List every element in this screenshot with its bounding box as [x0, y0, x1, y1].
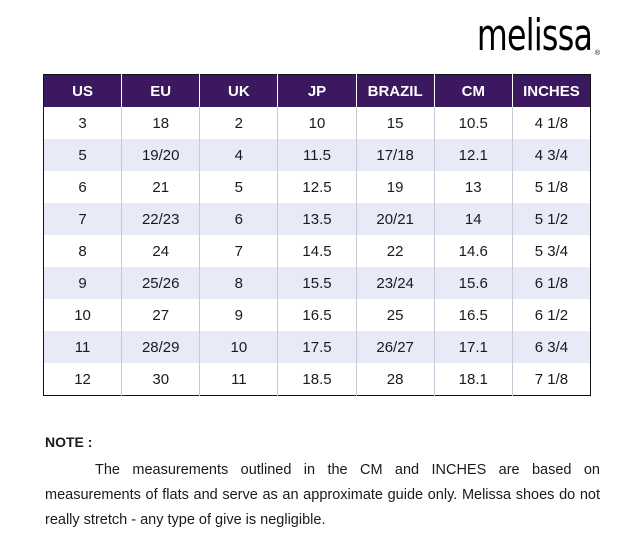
- table-row: 8 24 7 14.5 22 14.6 5 3/4: [44, 235, 591, 267]
- table-cell-us: 6: [78, 178, 87, 196]
- table-row: 12 30 11 18.5 28 18.1 7 1/8: [44, 363, 591, 396]
- table-cell-jp: 12.5: [277, 171, 357, 203]
- table-cell-cm: 14.6: [433, 235, 513, 267]
- column-header-eu: EU: [121, 74, 200, 107]
- table-cell-jp: 13.5: [277, 203, 357, 235]
- table-cell-us: 11: [43, 331, 122, 363]
- table-cell-uk: 10: [199, 331, 278, 363]
- table-cell-brazil: 22: [355, 235, 435, 267]
- table-cell-brazil: 26/27: [355, 331, 435, 363]
- table-cell-uk: 4: [199, 139, 278, 171]
- table-row: 6 21 5 12.5 19 13 5 1/8: [44, 171, 591, 203]
- table-cell-us: 7: [43, 203, 122, 235]
- table-cell-inches: 6 1/2: [511, 299, 591, 331]
- table-cell-us: 10: [74, 306, 91, 324]
- table-cell-us: 5: [43, 139, 122, 171]
- table-cell-brazil: 20/21: [355, 203, 435, 235]
- table-cell-eu: 18: [121, 107, 200, 139]
- note-body: The measurements outlined in the CM and …: [45, 462, 600, 528]
- table-row: 3 18 2 10 15 10.5 4 1/8: [44, 107, 591, 139]
- table-cell-cm: 15.6: [433, 267, 513, 299]
- table-cell-brazil: 17/18: [355, 139, 435, 171]
- table-cell-eu: 19/20: [121, 139, 200, 171]
- table-cell-us: 9: [43, 267, 122, 299]
- table-row: 11 28/29 10 17.5 26/27 17.1 6 3/4: [43, 331, 591, 363]
- table-cell-eu: 24: [121, 235, 200, 267]
- table-cell-jp: 14.5: [277, 235, 357, 267]
- table-cell-uk: 8: [199, 267, 278, 299]
- table-cell-eu: 30: [121, 363, 200, 396]
- table-cell-uk: 5: [199, 171, 278, 203]
- table-cell-inches: 6 1/8: [511, 267, 591, 299]
- table-cell-eu: 27: [121, 299, 200, 331]
- note-title: NOTE :: [45, 434, 93, 450]
- table-cell-us: 8: [78, 242, 87, 260]
- table-cell-jp: 16.5: [277, 299, 357, 331]
- column-header-cm: CM: [433, 74, 513, 107]
- table-cell-brazil: 25: [355, 299, 435, 331]
- column-header-us: US: [43, 74, 122, 107]
- column-header-jp: JP: [277, 74, 357, 107]
- table-cell-inches: 6 3/4: [511, 331, 591, 363]
- table-cell-brazil: 23/24: [355, 267, 435, 299]
- column-header-brazil: BRAZIL: [355, 74, 435, 107]
- table-cell-inches: 5 1/8: [511, 171, 591, 203]
- table-row: 10 27 9 16.5 25 16.5 6 1/2: [44, 299, 591, 331]
- table-cell-eu: 21: [121, 171, 200, 203]
- table-cell-inches: 5 3/4: [511, 235, 591, 267]
- table-body: 3 18 2 10 15 10.5 4 1/8 5 19/20 4 11.5 17/18 12.1 4 3…: [43, 107, 591, 396]
- table-cell-cm: 12.1: [433, 139, 513, 171]
- table-cell-inches: 4 3/4: [511, 139, 591, 171]
- table-cell-us: 12: [74, 370, 91, 388]
- table-cell-cm: 16.5: [433, 299, 513, 331]
- table-cell-inches: 5 1/2: [511, 203, 591, 235]
- table-cell-jp: 11.5: [277, 139, 357, 171]
- table-cell-brazil: 19: [355, 171, 435, 203]
- table-cell-uk: 2: [199, 107, 278, 139]
- table-row: 9 25/26 8 15.5 23/24 15.6 6 1/8: [43, 267, 591, 299]
- table-row: 5 19/20 4 11.5 17/18 12.1 4 3/4: [43, 139, 591, 171]
- table-cell-inches: 7 1/8: [511, 363, 591, 396]
- table-cell-eu: 22/23: [121, 203, 200, 235]
- note-section: NOTE : The measurements outlined in the …: [45, 430, 600, 533]
- table-header-row: US EU UK JP BRAZIL CM INCHES: [43, 74, 591, 107]
- table-cell-jp: 15.5: [277, 267, 357, 299]
- table-cell-eu: 28/29: [121, 331, 200, 363]
- column-header-inches: INCHES: [511, 74, 591, 107]
- table-cell-us: 3: [78, 114, 87, 132]
- table-cell-jp: 17.5: [277, 331, 357, 363]
- table-cell-inches: 4 1/8: [511, 107, 591, 139]
- table-cell-uk: 11: [199, 363, 278, 396]
- table-cell-cm: 10.5: [433, 107, 513, 139]
- table-cell-cm: 17.1: [433, 331, 513, 363]
- table-cell-cm: 14: [433, 203, 513, 235]
- table-cell-brazil: 28: [355, 363, 435, 396]
- table-cell-jp: 10: [277, 107, 357, 139]
- table-cell-uk: 7: [199, 235, 278, 267]
- size-chart-table: US EU UK JP BRAZIL CM INCHES 3 18 2 10 15 10.5 4 1/8…: [43, 74, 591, 396]
- column-header-uk: UK: [199, 74, 278, 107]
- table-cell-cm: 13: [433, 171, 513, 203]
- brand-logo: melissa: [476, 10, 593, 61]
- table-cell-eu: 25/26: [121, 267, 200, 299]
- table-row: 7 22/23 6 13.5 20/21 14 5 1/2: [43, 203, 591, 235]
- table-cell-cm: 18.1: [433, 363, 513, 396]
- table-cell-brazil: 15: [355, 107, 435, 139]
- table-cell-jp: 18.5: [277, 363, 357, 396]
- registered-mark: ®: [594, 50, 600, 57]
- table-cell-uk: 6: [199, 203, 278, 235]
- table-cell-uk: 9: [199, 299, 278, 331]
